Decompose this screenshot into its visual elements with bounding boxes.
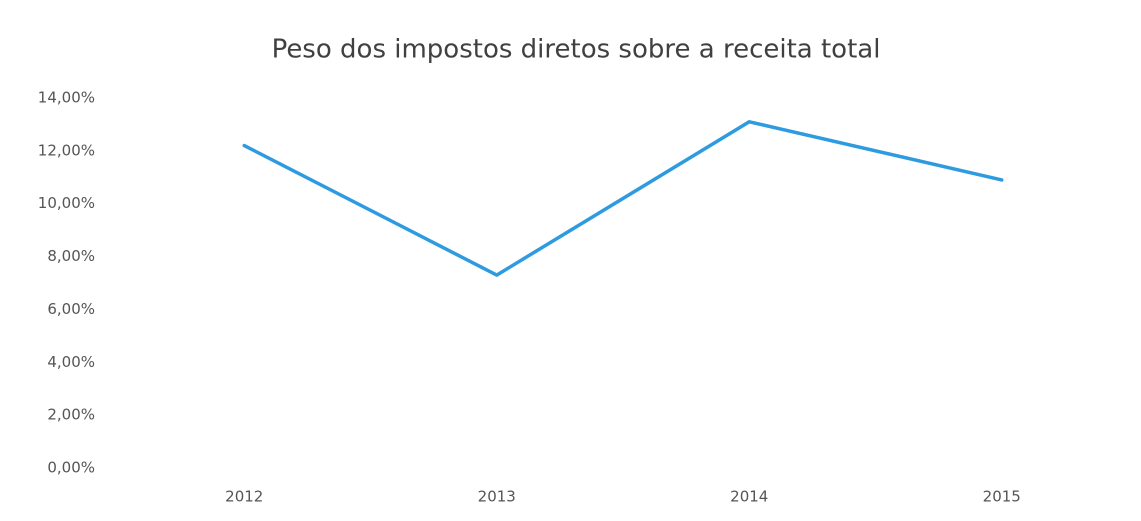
y-tick-label: 0,00% [47,459,95,477]
line [242,120,1004,277]
y-tick-label: 14,00% [38,89,95,107]
y-tick-label: 4,00% [47,353,95,371]
y-tick-label: 10,00% [38,194,95,212]
x-tick-label: 2012 [225,488,263,506]
chart-title: Peso dos impostos diretos sobre a receit… [272,35,881,65]
y-tick-label: 2,00% [47,406,95,424]
y-tick-label: 8,00% [47,247,95,265]
x-tick-label: 2014 [730,488,768,506]
x-tick-label: 2013 [478,488,516,506]
x-tick-label: 2015 [983,488,1021,506]
y-tick-label: 12,00% [38,141,95,159]
y-tick-label: 6,00% [47,300,95,318]
